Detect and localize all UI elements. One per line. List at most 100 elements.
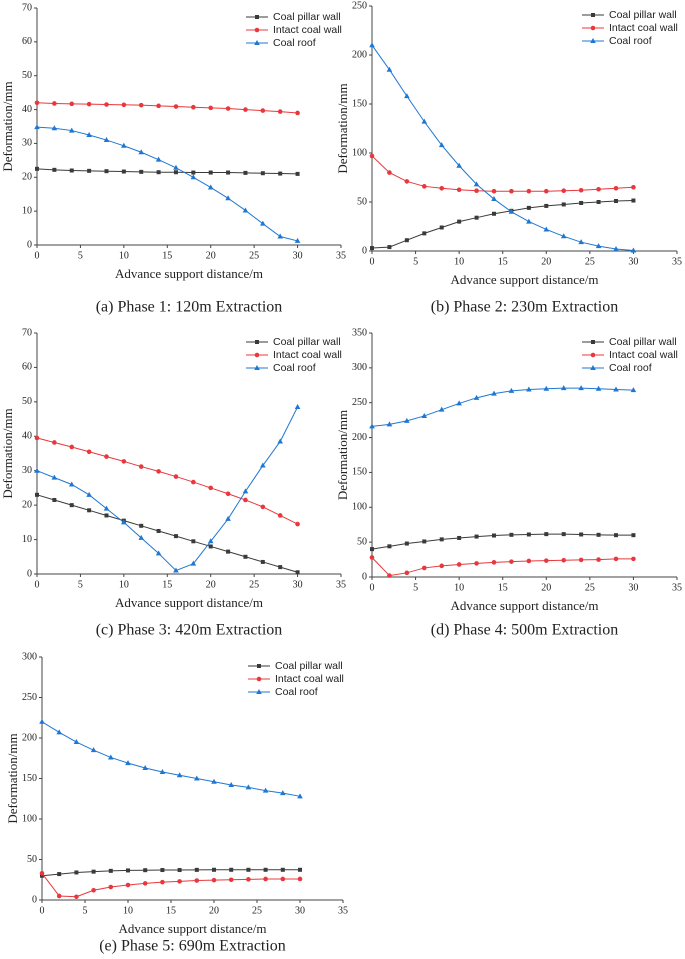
marker	[596, 532, 601, 537]
marker	[156, 103, 161, 109]
marker	[295, 521, 300, 527]
legend-label: Coal roof	[609, 362, 652, 374]
marker	[191, 170, 196, 175]
marker	[561, 532, 566, 537]
marker	[194, 867, 199, 872]
x-tick-label: 5	[78, 579, 83, 590]
chart: 0 10 20 30 40 50 60 70 0 5 10 15 20 25 30 35 Advance sup…	[0, 327, 346, 638]
y-tick-label: 0	[32, 894, 37, 905]
x-tick-label: 5	[413, 256, 418, 267]
y-tick-label: 50	[357, 196, 367, 207]
marker	[456, 162, 462, 168]
marker	[491, 188, 497, 194]
chart: 0 50 100 150 200 250 300 350 0 5 10 15 20 25 30 35 Advan…	[335, 327, 682, 638]
marker	[254, 352, 260, 358]
marker	[226, 170, 231, 175]
y-tick-label: 10	[22, 205, 32, 216]
marker	[297, 793, 303, 799]
marker	[142, 764, 148, 770]
marker	[614, 199, 618, 204]
marker	[69, 444, 75, 450]
marker	[404, 93, 410, 99]
marker	[190, 560, 197, 566]
marker	[39, 718, 45, 724]
marker	[492, 211, 496, 216]
y-tick-label: 200	[352, 49, 367, 60]
y-tick-label: 150	[352, 467, 367, 478]
marker	[74, 870, 79, 875]
legend-label: Coal pillar wall	[609, 9, 677, 21]
marker	[56, 893, 62, 899]
marker	[387, 573, 392, 578]
marker	[630, 247, 637, 253]
marker	[56, 729, 62, 735]
x-tick-label: 35	[672, 256, 682, 267]
marker	[578, 239, 584, 245]
marker	[69, 503, 74, 508]
x-tick-label: 0	[370, 256, 375, 267]
marker	[142, 881, 148, 886]
marker	[191, 539, 196, 544]
y-tick-label: 30	[22, 465, 32, 476]
marker	[34, 435, 40, 441]
x-tick-label: 30	[295, 905, 305, 916]
legend-label: Coal pillar wall	[609, 336, 677, 348]
marker	[121, 519, 127, 525]
y-tick-label: 0	[362, 245, 367, 256]
marker	[404, 179, 410, 184]
marker	[173, 534, 178, 539]
y-tick-label: 50	[27, 854, 37, 865]
marker	[526, 188, 532, 194]
marker	[173, 164, 179, 170]
marker	[508, 387, 515, 393]
marker	[254, 365, 260, 370]
marker	[260, 504, 266, 510]
chart: 0 10 20 30 40 50 60 70 0 5 10 15 20 25 30 35 Advance sup…	[0, 2, 346, 315]
series-line	[41, 872, 300, 898]
x-tick-label: 30	[628, 256, 638, 267]
legend-label: Coal roof	[273, 362, 316, 374]
marker	[294, 404, 301, 410]
marker	[225, 491, 231, 497]
y-axis-label: Deformation/mm	[5, 733, 20, 823]
y-tick-label: 60	[22, 36, 32, 47]
marker	[191, 104, 196, 110]
marker	[456, 187, 462, 193]
marker	[294, 237, 301, 243]
marker	[590, 25, 596, 31]
marker	[386, 421, 393, 427]
x-tick-label: 25	[249, 579, 259, 590]
marker	[90, 747, 97, 753]
marker	[194, 775, 200, 781]
marker	[52, 497, 57, 502]
marker	[439, 537, 444, 542]
marker	[590, 365, 596, 370]
marker	[526, 558, 532, 564]
x-tick-label: 35	[672, 582, 682, 593]
series-line	[36, 126, 298, 242]
marker	[543, 385, 550, 391]
marker	[245, 784, 252, 790]
series-line	[41, 721, 301, 797]
y-tick-label: 20	[22, 499, 32, 510]
marker	[298, 867, 302, 872]
x-tick-label: 10	[454, 582, 464, 593]
marker	[51, 125, 58, 131]
series-line	[36, 168, 298, 175]
y-tick-label: 40	[22, 104, 32, 115]
marker	[126, 868, 130, 873]
marker	[228, 877, 234, 883]
marker	[295, 570, 300, 575]
marker	[474, 215, 479, 220]
marker	[173, 104, 179, 109]
marker	[508, 208, 515, 214]
marker	[369, 153, 375, 159]
marker	[631, 185, 636, 190]
marker	[560, 385, 567, 391]
marker	[121, 169, 126, 174]
series-line	[371, 533, 634, 550]
marker	[138, 464, 144, 469]
y-tick-label: 100	[352, 147, 367, 158]
marker	[108, 868, 113, 873]
